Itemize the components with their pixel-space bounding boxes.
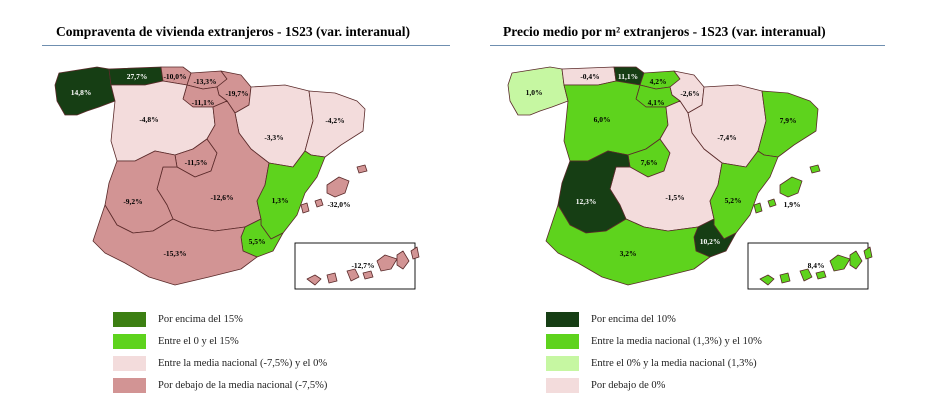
region-label-navarra: -2,6% (680, 89, 699, 98)
region-label-navarra: -19,7% (225, 89, 248, 98)
legend-swatch (113, 333, 146, 349)
region-canarias (306, 246, 420, 286)
legend-label: Por encima del 10% (591, 313, 676, 325)
legend-item: Por debajo de 0% (546, 374, 762, 396)
region-label-comunidad-valenciana: 1,3% (272, 196, 289, 205)
region-label-extremadura: 12,3% (576, 197, 597, 206)
region-label-cantabria: 11,1% (618, 72, 638, 81)
region-label-canarias: 8,4% (808, 261, 825, 270)
legend-item: Entre la media nacional (-7,5%) y el 0% (113, 352, 327, 374)
legend-item: Por encima del 10% (546, 308, 762, 330)
legend-swatch (546, 333, 579, 349)
region-label-galicia: 14,8% (71, 88, 92, 97)
region-galicia (54, 66, 116, 116)
title-divider-right (490, 45, 885, 46)
legend-item: Por encima del 15% (113, 308, 327, 330)
region-canarias (759, 246, 873, 286)
region-label-aragon: -3,3% (264, 133, 283, 142)
region-label-cataluna: 7,9% (780, 116, 797, 125)
canary-islands-inset-frame (747, 242, 869, 290)
region-label-baleares: -32,0% (327, 200, 350, 209)
choropleth-map-right: 1,0% -0,4% 11,1% 4,2% -2,6% 4,1% 6,0% -7,4% 7,9%… (507, 66, 873, 290)
legend-swatch (113, 311, 146, 327)
map-title-right: Precio medio por m² extranjeros - 1S23 (… (503, 24, 826, 39)
title-divider-left (42, 45, 450, 46)
region-label-pais-vasco: 4,2% (650, 77, 667, 86)
legend-left: Por encima del 15% Entre el 0 y el 15% Ent… (113, 308, 327, 396)
region-andalucia (545, 204, 711, 286)
legend-swatch (546, 311, 579, 327)
legend-label: Por debajo de 0% (591, 379, 666, 391)
region-label-castilla-y-leon: -4,8% (139, 115, 158, 124)
legend-swatch (113, 355, 146, 371)
region-galicia (507, 66, 569, 116)
region-label-madrid: 7,6% (641, 158, 658, 167)
region-label-murcia: 10,2% (700, 237, 721, 246)
region-label-andalucia: 3,2% (620, 249, 637, 258)
map-title-left: Compraventa de vivienda extranjeros - 1S… (56, 24, 410, 39)
legend-label: Por encima del 15% (158, 313, 243, 325)
region-label-castilla-la-mancha: -1,5% (665, 193, 684, 202)
choropleth-map-left: 14,8% 27,7% -10,0% -13,3% -19,7% -11,1% -4,8% -… (54, 66, 420, 290)
region-label-extremadura: -9,2% (123, 197, 142, 206)
region-label-comunidad-valenciana: 5,2% (725, 196, 742, 205)
region-label-galicia: 1,0% (526, 88, 543, 97)
region-label-canarias: -12,7% (351, 261, 374, 270)
legend-item: Entre el 0 y el 15% (113, 330, 327, 352)
region-label-aragon: -7,4% (717, 133, 736, 142)
legend-swatch (113, 377, 146, 393)
legend-label: Por debajo de la media nacional (-7,5%) (158, 379, 328, 391)
legend-label: Entre la media nacional (1,3%) y el 10% (591, 335, 762, 347)
region-label-asturias: -0,4% (580, 72, 599, 81)
region-label-pais-vasco: -13,3% (193, 77, 216, 86)
legend-label: Entre el 0% y la media nacional (1,3%) (591, 357, 757, 369)
region-label-cataluna: -4,2% (325, 116, 344, 125)
legend-label: Entre la media nacional (-7,5%) y el 0% (158, 357, 328, 369)
region-cataluna (757, 90, 819, 158)
region-label-andalucia: -15,3% (163, 249, 186, 258)
legend-item: Entre el 0% y la media nacional (1,3%) (546, 352, 762, 374)
legend-item: Por debajo de la media nacional (-7,5%) (113, 374, 327, 396)
region-label-la-rioja: 4,1% (648, 98, 665, 107)
region-cataluna (304, 90, 366, 158)
region-andalucia (92, 204, 258, 286)
region-label-murcia: 5,5% (249, 237, 266, 246)
region-baleares (753, 164, 821, 214)
region-label-castilla-la-mancha: -12,6% (210, 193, 233, 202)
region-baleares (300, 164, 368, 214)
region-label-baleares: 1,9% (784, 200, 801, 209)
legend-right: Por encima del 10% Entre la media naciona… (546, 308, 762, 396)
legend-item: Entre la media nacional (1,3%) y el 10% (546, 330, 762, 352)
region-label-cantabria: -10,0% (163, 72, 186, 81)
legend-swatch (546, 377, 579, 393)
region-label-asturias: 27,7% (127, 72, 148, 81)
legend-swatch (546, 355, 579, 371)
region-label-castilla-y-leon: 6,0% (594, 115, 611, 124)
canary-islands-inset-frame (294, 242, 416, 290)
legend-label: Entre el 0 y el 15% (158, 335, 239, 347)
region-label-madrid: -11,5% (185, 158, 208, 167)
region-label-la-rioja: -11,1% (192, 98, 215, 107)
